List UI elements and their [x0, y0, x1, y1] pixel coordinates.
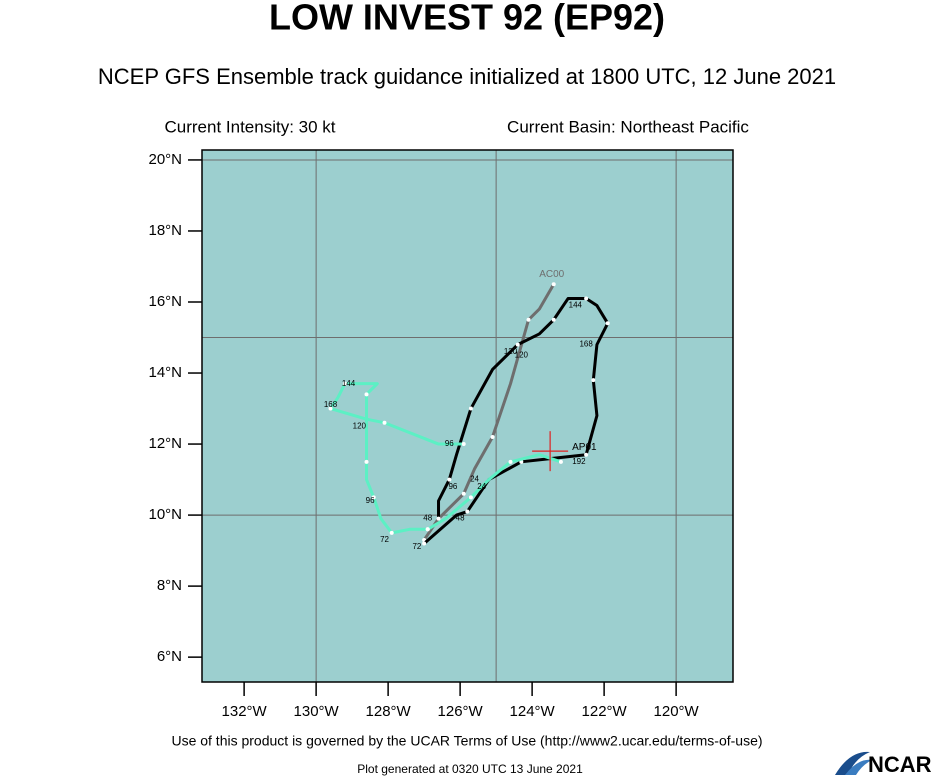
track-point [447, 477, 452, 482]
track-point [465, 509, 470, 514]
time-label: 96 [448, 482, 457, 491]
time-label: 120 [353, 421, 367, 430]
y-tick-label: 12°N [148, 435, 182, 452]
track-point [422, 541, 427, 546]
y-tick-label: 20°N [148, 151, 182, 168]
time-label: 24 [477, 482, 486, 491]
time-label: 96 [366, 496, 375, 505]
time-label: 24 [470, 475, 479, 484]
x-tick-label: 130°W [294, 703, 340, 720]
time-label: 48 [423, 514, 432, 523]
track-point [382, 420, 387, 425]
track-point [508, 459, 513, 464]
y-tick-label: 18°N [148, 222, 182, 239]
track-point [371, 495, 376, 500]
time-label: 96 [445, 439, 454, 448]
x-tick-label: 128°W [366, 703, 412, 720]
track-point [342, 381, 347, 386]
title: LOW INVEST 92 (EP92) [269, 0, 665, 38]
x-tick-label: 122°W [582, 703, 628, 720]
track-point [364, 459, 369, 464]
time-label: 168 [579, 340, 593, 349]
track-point [389, 530, 394, 535]
plot: 132°W 130°W 128°W 126°W 124°W 122°W 120°W 6°N 8°… [148, 149, 734, 720]
logo-wave [845, 759, 872, 775]
track-point [584, 452, 589, 457]
time-label: 120 [515, 350, 529, 359]
track-point [490, 434, 495, 439]
time-label: 168 [324, 400, 338, 409]
track-point [558, 459, 563, 464]
x-tick-label: 132°W [222, 703, 268, 720]
x-tick-label: 124°W [510, 703, 556, 720]
y-tick-label: 10°N [148, 506, 182, 523]
time-label: 72 [412, 542, 421, 551]
track-point [551, 317, 556, 322]
logo: NCAR [835, 752, 932, 777]
intensity: Current Intensity: 30 kt [164, 117, 335, 136]
track-point [425, 527, 430, 532]
track-point [468, 406, 473, 411]
y-tick-label: 16°N [148, 293, 182, 310]
track-point [436, 516, 441, 521]
time-label: 72 [380, 535, 389, 544]
track-point [461, 442, 466, 447]
track-point [515, 342, 520, 347]
basin: Current Basin: Northeast Pacific [507, 117, 749, 136]
track-point [551, 282, 556, 287]
time-label: 120 [504, 347, 518, 356]
map-frame [201, 149, 734, 683]
track-point [461, 491, 466, 496]
track [423, 296, 610, 545]
time-label: 144 [342, 379, 356, 388]
logo-text: NCAR [868, 752, 932, 777]
logo-wave [835, 751, 870, 775]
track-point [328, 406, 333, 411]
time-label: 192 [572, 457, 586, 466]
y-tick-label: 6°N [157, 648, 182, 665]
subtitle: NCEP GFS Ensemble track guidance initial… [98, 64, 836, 89]
x-tick-label: 126°W [438, 703, 484, 720]
track-point [584, 296, 589, 301]
time-label: 144 [569, 301, 583, 310]
y-tick-label: 8°N [157, 577, 182, 594]
x-tick-label: 120°W [654, 703, 700, 720]
time-label: 48 [456, 514, 465, 523]
track-point [526, 317, 531, 322]
track-point [605, 321, 610, 326]
track-point [591, 378, 596, 383]
y-tick-label: 14°N [148, 364, 182, 381]
track-point [468, 495, 473, 500]
series-label: AP01 [572, 442, 597, 453]
footer: Use of this product is governed by the U… [171, 733, 762, 749]
generated: Plot generated at 0320 UTC 13 June 2021 [357, 762, 583, 776]
track-point [364, 392, 369, 397]
series-label: AC00 [539, 269, 564, 280]
